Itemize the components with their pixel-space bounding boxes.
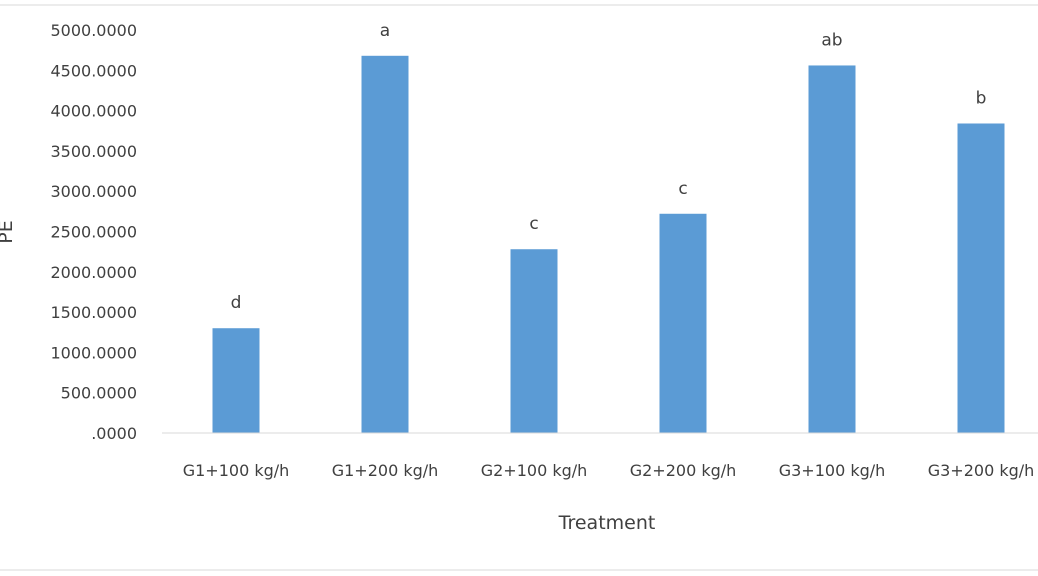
y-tick-label: 1000.0000 (50, 343, 137, 362)
x-category-label: G2+100 kg/h (481, 461, 588, 480)
y-tick-label: 3500.0000 (50, 142, 137, 161)
x-category-label: G3+200 kg/h (928, 461, 1035, 480)
bars (212, 55, 1005, 434)
y-tick-label: 2500.0000 (50, 223, 137, 242)
y-tick-label: 4500.0000 (50, 61, 137, 80)
y-tick-label: 5000.0000 (50, 21, 137, 40)
bar-significance-label: c (529, 214, 538, 234)
bar-significance-label: c (678, 179, 687, 199)
y-tick-label: 2000.0000 (50, 263, 137, 282)
x-axis-title: Treatment (558, 512, 656, 534)
x-category-label: G1+200 kg/h (332, 461, 439, 480)
significance-labels: d a c c ab b (231, 21, 987, 313)
bar-significance-label: ab (821, 30, 842, 50)
x-category-label: G1+100 kg/h (183, 461, 290, 480)
y-tick-label: 4000.0000 (50, 102, 137, 121)
bar (510, 249, 558, 433)
y-tick-label: .0000 (91, 424, 137, 443)
bar (957, 123, 1005, 433)
y-tick-label: 500.0000 (61, 384, 137, 403)
y-axis-title: PE (0, 220, 17, 243)
x-category-label: G2+200 kg/h (630, 461, 737, 480)
bar-significance-label: d (231, 293, 242, 313)
bar (212, 328, 260, 433)
y-tick-label: 3000.0000 (50, 182, 137, 201)
x-axis-categories: G1+100 kg/h G1+200 kg/h G2+100 kg/h G2+200 … (183, 461, 1035, 480)
bar (808, 65, 856, 434)
bar (361, 55, 409, 434)
x-category-label: G3+100 kg/h (779, 461, 886, 480)
y-tick-label: 1500.0000 (50, 303, 137, 322)
bar (659, 213, 707, 433)
y-axis-ticks: .0000 500.0000 1000.0000 1500.0000 2000.0000… (50, 21, 137, 443)
bar-significance-label: b (976, 88, 987, 108)
bar-significance-label: a (380, 21, 390, 41)
